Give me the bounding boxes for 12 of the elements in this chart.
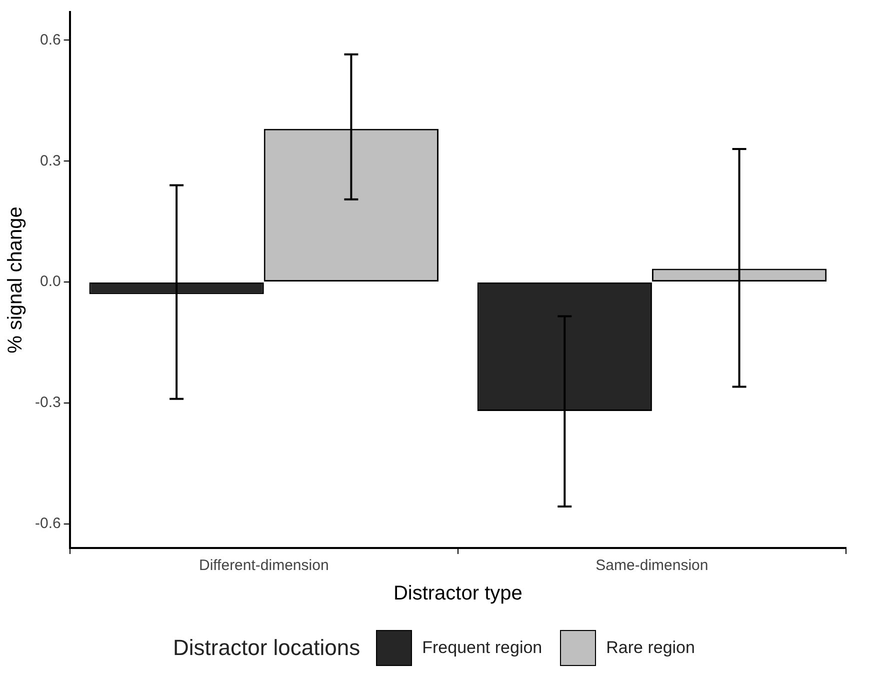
x-axis-title: Distractor type bbox=[393, 582, 522, 605]
legend-label: Rare region bbox=[606, 638, 695, 658]
y-tick-label: -0.3 bbox=[34, 394, 61, 412]
y-tick-label: -0.6 bbox=[34, 514, 61, 532]
x-tick-label: Different-dimension bbox=[198, 557, 329, 574]
legend-title: Distractor locations bbox=[173, 635, 360, 661]
y-axis-title: % signal change bbox=[4, 206, 27, 354]
legend-label: Frequent region bbox=[422, 638, 542, 658]
x-tick-label: Same-dimension bbox=[596, 557, 708, 574]
y-tick-label: 0.0 bbox=[40, 273, 61, 290]
y-tick-label: 0.3 bbox=[40, 152, 61, 170]
y-tick-label: 0.6 bbox=[40, 31, 61, 48]
